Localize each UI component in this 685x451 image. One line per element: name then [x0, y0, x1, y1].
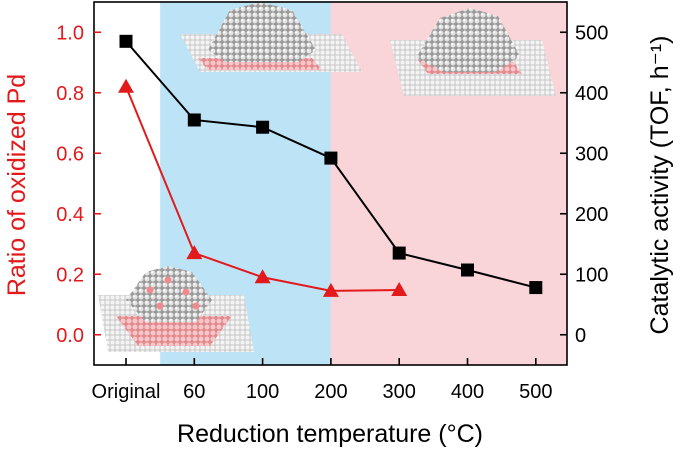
y-right-tick-label: 500: [575, 22, 608, 44]
x-tick-label: 200: [314, 381, 347, 403]
y-right-tick-label: 400: [575, 83, 608, 105]
y-left-tick-label: 0.6: [56, 143, 84, 165]
catalytic-activity-point: [529, 281, 543, 295]
y-right-tick-label: 200: [575, 204, 608, 226]
y-left-tick-label: 0.4: [56, 204, 84, 226]
x-tick-label: 500: [519, 381, 552, 403]
catalytic-activity-point: [119, 34, 133, 48]
oxidized-pd-ratio-point: [186, 245, 203, 260]
oxidized-pd-ratio-point: [254, 269, 271, 284]
catalytic-activity-point: [392, 246, 406, 260]
x-tick-label: 100: [246, 381, 279, 403]
nanoparticle-illustration-bottom-left: [98, 266, 254, 352]
catalytic-activity-point: [461, 263, 474, 277]
y-left-tick-label: 0.8: [56, 83, 84, 105]
y-left-tick-label: 1.0: [56, 22, 84, 44]
y-right-tick-label: 100: [575, 264, 608, 286]
y-left-tick-label: 0.0: [56, 325, 84, 347]
nanoparticle-illustration-top-left: [180, 2, 362, 72]
catalytic-activity-point: [256, 120, 270, 134]
oxidized-pd-ratio-point: [322, 282, 339, 297]
y-left-axis-title: Ratio of oxidized Pd: [3, 74, 31, 296]
oxidized-pd-ratio-point: [118, 78, 134, 93]
catalytic-activity-point: [324, 151, 338, 165]
y-right-axis-title: Catalytic activity (TOF, h⁻¹): [646, 36, 674, 335]
nanoparticle-illustration-top-right: [390, 8, 556, 96]
x-tick-label: 400: [451, 381, 484, 403]
oxidized-pd-ratio-point: [391, 281, 408, 296]
y-right-tick-label: 300: [575, 143, 608, 165]
axes: Original 60 100 200 300 400 500 0.0 0.2 0.4 0.6 0.8…: [56, 22, 608, 403]
x-tick-label: 300: [383, 381, 416, 403]
x-tick-label: 60: [183, 381, 205, 403]
catalytic-activity-point: [187, 113, 201, 127]
x-axis-title: Reduction temperature (°C): [177, 420, 483, 448]
y-left-tick-label: 0.2: [56, 264, 84, 286]
x-tick-label: Original: [92, 381, 161, 403]
y-right-tick-label: 0: [575, 325, 586, 347]
series-layer: [118, 34, 543, 297]
